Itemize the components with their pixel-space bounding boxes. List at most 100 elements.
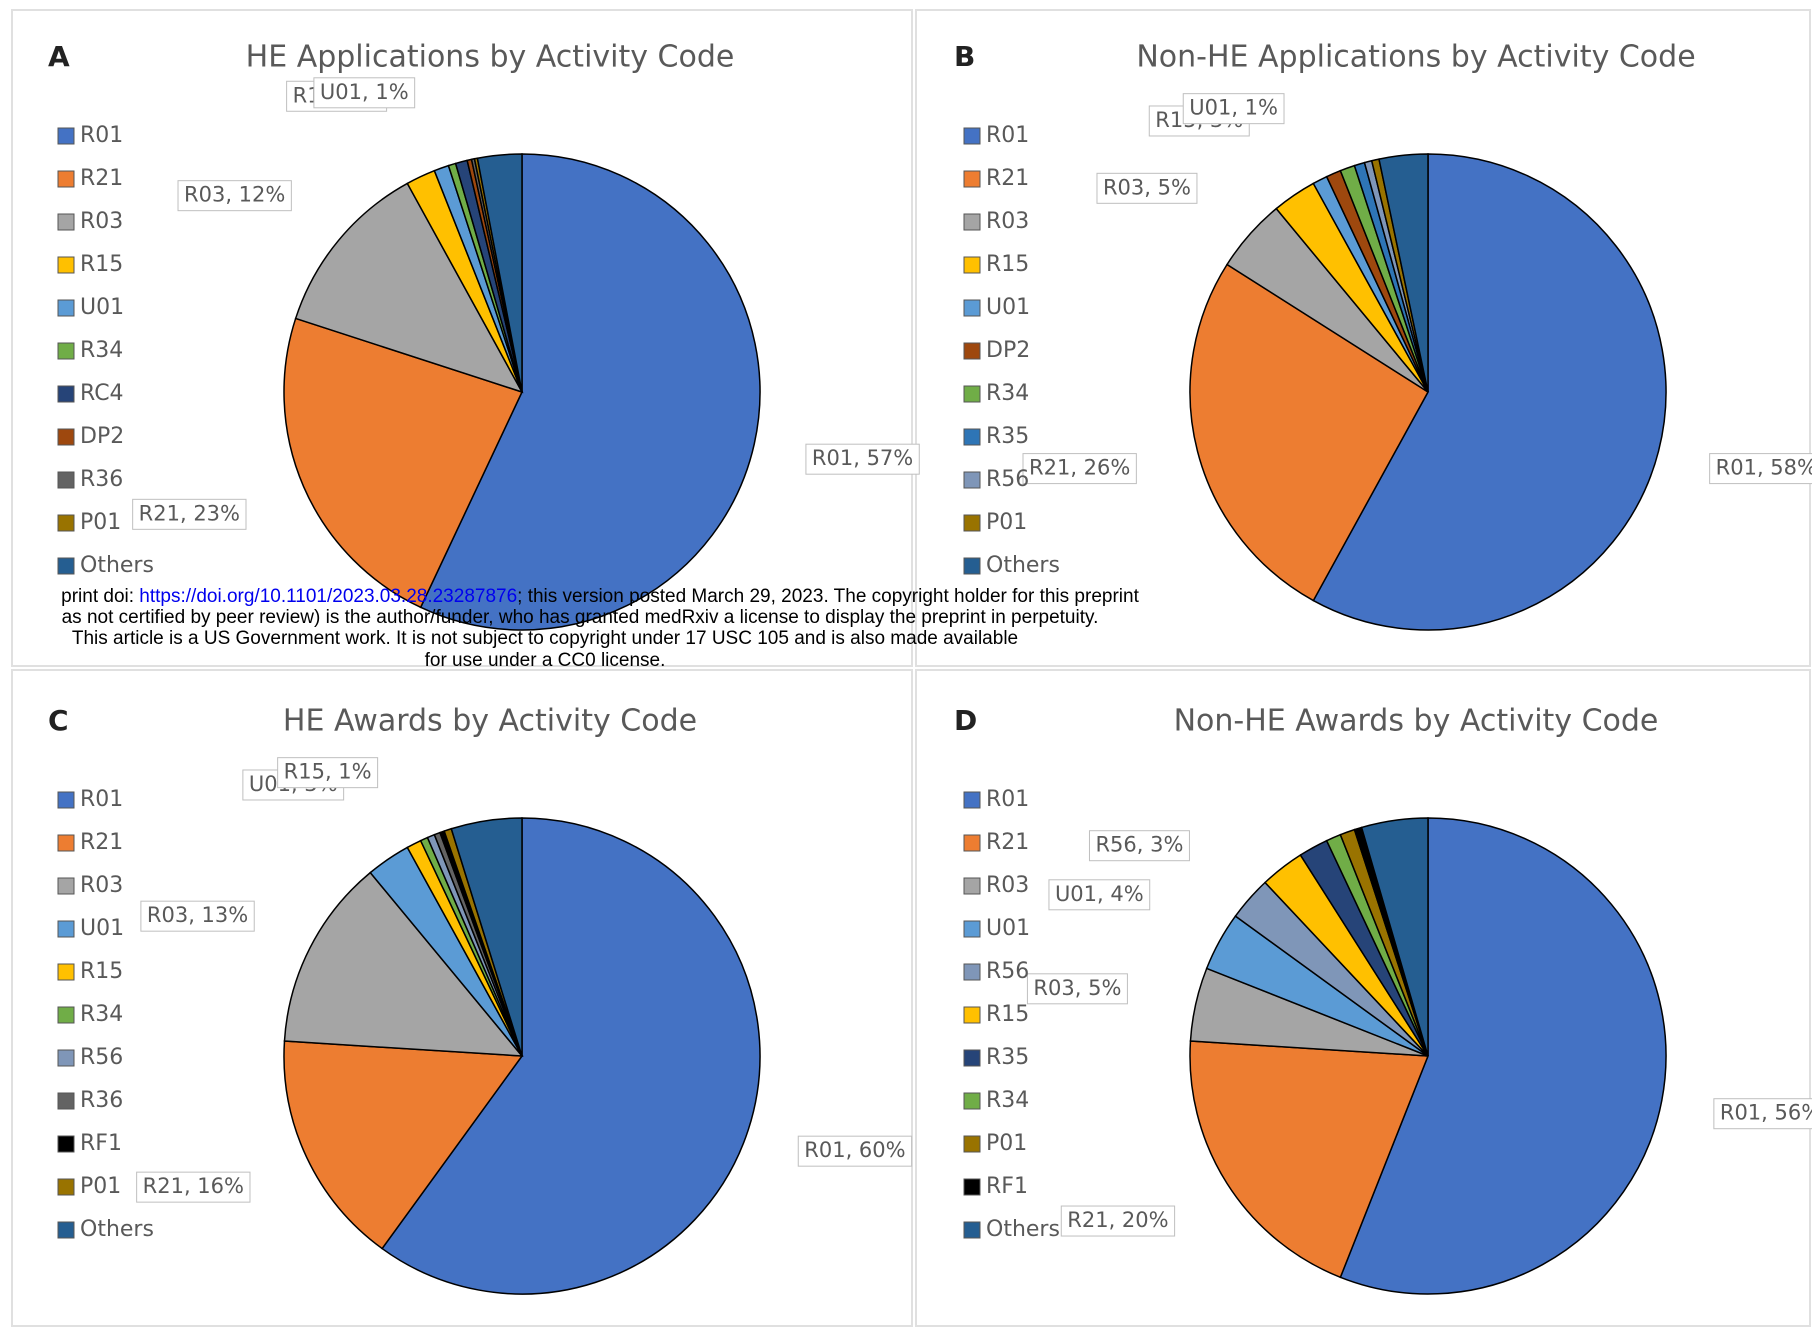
legend-label: P01	[986, 510, 1027, 535]
legend-label: R03	[986, 873, 1029, 898]
legend-swatch	[57, 385, 75, 403]
legend-swatch	[57, 256, 75, 274]
legend-swatch	[57, 791, 75, 809]
legend-swatch	[57, 834, 75, 852]
legend-swatch	[963, 471, 981, 489]
pie-slice	[476, 153, 523, 393]
chart-title: Non-HE Awards by Activity Code	[1174, 704, 1659, 739]
notice-line: print doi: https://doi.org/10.1101/2023.…	[61, 586, 1139, 607]
legend-label: R15	[986, 252, 1029, 277]
legend-label: R03	[80, 209, 123, 234]
data-label-box	[1713, 1098, 1812, 1130]
data-label: U01, 4%	[1055, 882, 1144, 906]
data-label-box	[277, 757, 379, 789]
legend-swatch	[963, 963, 981, 981]
legend-swatch	[963, 1049, 981, 1067]
legend-label: R56	[80, 1045, 123, 1070]
legend-label: R56	[986, 467, 1029, 492]
legend-label: P01	[80, 510, 121, 535]
data-label-box	[805, 443, 920, 475]
notice-line: This article is a US Government work. It…	[72, 628, 1018, 649]
legend-swatch	[57, 1092, 75, 1110]
legend-swatch	[57, 877, 75, 895]
legend-swatch	[963, 1006, 981, 1024]
legend-label: RF1	[80, 1131, 122, 1156]
data-label-box	[1022, 453, 1137, 485]
pie-slice	[381, 817, 761, 1295]
data-label-box	[1182, 93, 1285, 125]
legend-label: R01	[986, 787, 1029, 812]
pie-slice	[1189, 1040, 1430, 1279]
legend-label: R34	[986, 1088, 1029, 1113]
legend-label: U01	[80, 295, 124, 320]
data-label: R21, 23%	[139, 501, 240, 525]
legend-swatch	[57, 1221, 75, 1239]
legend-label: R34	[80, 1002, 123, 1027]
legend-swatch	[57, 557, 75, 575]
legend-label: P01	[986, 1131, 1027, 1156]
pie-slice	[1189, 263, 1429, 602]
data-label: U01, 1%	[1189, 96, 1278, 120]
legend-label: Others	[986, 553, 1060, 578]
data-label: R01, 60%	[804, 1138, 905, 1162]
legend-label: R36	[80, 467, 123, 492]
legend-label: R56	[986, 959, 1029, 984]
data-label: R21, 26%	[1029, 456, 1130, 480]
pie-slice	[1378, 153, 1429, 393]
legend-label: R15	[80, 252, 123, 277]
data-label-box	[177, 180, 292, 212]
legend-label: R35	[986, 424, 1029, 449]
chart-title: Non-HE Applications by Activity Code	[1136, 40, 1695, 75]
chart-title: HE Applications by Activity Code	[246, 40, 735, 75]
legend-label: U01	[80, 916, 124, 941]
legend-swatch	[963, 1178, 981, 1196]
notice-text: print doi:	[61, 586, 139, 607]
legend-swatch	[963, 299, 981, 317]
charts: A HE Applications by Activity Code R01, 57…	[48, 40, 1812, 1295]
pie-slice	[1312, 153, 1667, 631]
pie-slice	[294, 182, 524, 394]
panel-letter: D	[954, 704, 977, 737]
data-label: R03, 5%	[1033, 976, 1121, 1000]
legend-swatch	[963, 877, 981, 895]
legend-swatch	[963, 170, 981, 188]
data-label-box	[1088, 830, 1190, 862]
legend-label: U01	[986, 916, 1030, 941]
notice-line: as not certified by peer review) is the …	[62, 607, 1099, 628]
legend-label: R21	[986, 166, 1029, 191]
legend-swatch	[963, 920, 981, 938]
legend-label: R01	[80, 123, 123, 148]
notice-link[interactable]: https://doi.org/10.1101/2023.03.28.23287…	[139, 586, 517, 607]
legend-label: R35	[986, 1045, 1029, 1070]
legend-label: R01	[986, 123, 1029, 148]
pie-slice	[283, 871, 524, 1057]
data-label-box	[1096, 172, 1198, 204]
legend-swatch	[963, 127, 981, 145]
legend-label: U01	[986, 295, 1030, 320]
legend-label: Others	[80, 553, 154, 578]
legend-swatch	[57, 428, 75, 446]
data-label-box	[313, 77, 416, 109]
legend-swatch	[57, 1178, 75, 1196]
legend-label: R34	[80, 338, 123, 363]
data-label: R01, 57%	[812, 446, 913, 470]
data-label-box	[1048, 879, 1151, 911]
legend-swatch	[57, 213, 75, 231]
data-label: R21, 20%	[1067, 1208, 1168, 1232]
data-label: R03, 5%	[1103, 175, 1191, 199]
legend-swatch	[963, 791, 981, 809]
data-label-box	[140, 900, 255, 932]
legend-swatch	[57, 342, 75, 360]
legend-swatch	[963, 1135, 981, 1153]
legend-swatch	[963, 385, 981, 403]
legend-swatch	[963, 514, 981, 532]
legend-label: RF1	[986, 1174, 1028, 1199]
data-label-box	[132, 498, 247, 530]
legend-label: R21	[80, 830, 123, 855]
legend-label: R21	[986, 830, 1029, 855]
data-label-box	[1709, 453, 1812, 485]
pie-slice	[450, 817, 523, 1057]
data-label: R15, 1%	[284, 760, 372, 784]
legend-swatch	[963, 1092, 981, 1110]
